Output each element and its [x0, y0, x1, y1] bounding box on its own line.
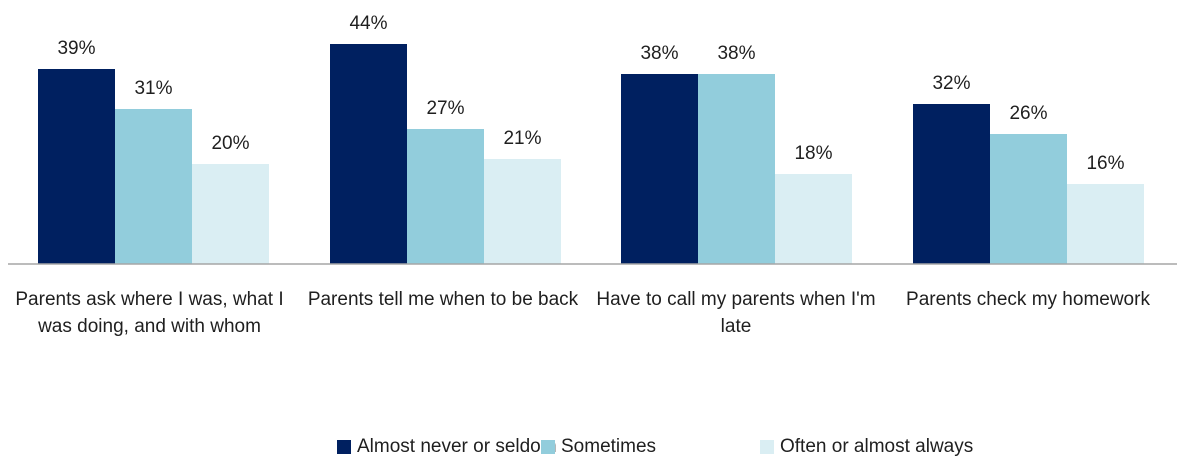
bar-tell-when-back-almost-never	[330, 44, 407, 264]
category-label-ask-where: Parents ask where I was, what I was doin…	[15, 289, 284, 337]
value-label-ask-where-often: 20%	[211, 133, 249, 154]
bar-call-when-late-sometimes	[698, 74, 775, 264]
bar-ask-where-almost-never	[38, 69, 115, 264]
category-label-call-when-late: Have to call my parents when I'm late	[596, 289, 876, 337]
value-label-tell-when-back-almost-never: 44%	[349, 13, 387, 34]
bars-group	[38, 44, 1144, 264]
value-label-check-homework-often: 16%	[1086, 153, 1124, 174]
bar-tell-when-back-sometimes	[407, 129, 484, 264]
category-label-check-homework: Parents check my homework	[906, 289, 1150, 310]
bar-check-homework-sometimes	[990, 134, 1067, 264]
value-label-call-when-late-often: 18%	[794, 143, 832, 164]
legend-item-sometimes: Sometimes	[541, 436, 656, 458]
bar-tell-when-back-often	[484, 159, 561, 264]
legend: Almost never or seldom Sometimes Often o…	[0, 436, 1185, 464]
legend-item-almost-never: Almost never or seldom	[337, 436, 557, 458]
category-label-tell-when-back: Parents tell me when to be back	[307, 289, 579, 310]
bar-check-homework-almost-never	[913, 104, 990, 264]
value-label-check-homework-almost-never: 32%	[932, 73, 970, 94]
legend-swatch-sometimes	[541, 440, 555, 454]
value-label-tell-when-back-often: 21%	[503, 128, 541, 149]
value-label-tell-when-back-sometimes: 27%	[426, 98, 464, 119]
bar-chart: 39% 44% 38% 32% 31% 27% 38% 26% 20% 21% 18% 16%	[8, 13, 1177, 265]
legend-item-often: Often or almost always	[760, 436, 973, 458]
legend-swatch-often	[760, 440, 774, 454]
legend-label-sometimes: Sometimes	[561, 436, 657, 457]
value-label-call-when-late-almost-never: 38%	[640, 43, 678, 64]
bar-call-when-late-often	[775, 174, 852, 264]
legend-label-almost-never: Almost never or seldom	[357, 436, 557, 457]
bar-ask-where-sometimes	[115, 109, 192, 264]
value-label-call-when-late-sometimes: 38%	[717, 43, 755, 64]
value-label-ask-where-sometimes: 31%	[134, 78, 172, 99]
value-label-ask-where-almost-never: 39%	[57, 38, 95, 59]
legend-swatch-almost-never	[337, 440, 351, 454]
value-labels-group: 39% 44% 38% 32% 31% 27% 38% 26% 20% 21% 18% 16%	[57, 13, 1124, 174]
bar-call-when-late-almost-never	[621, 74, 698, 264]
legend-label-often: Often or almost always	[780, 436, 974, 457]
bar-ask-where-often	[192, 164, 269, 264]
bar-check-homework-often	[1067, 184, 1144, 264]
value-label-check-homework-sometimes: 26%	[1009, 103, 1047, 124]
